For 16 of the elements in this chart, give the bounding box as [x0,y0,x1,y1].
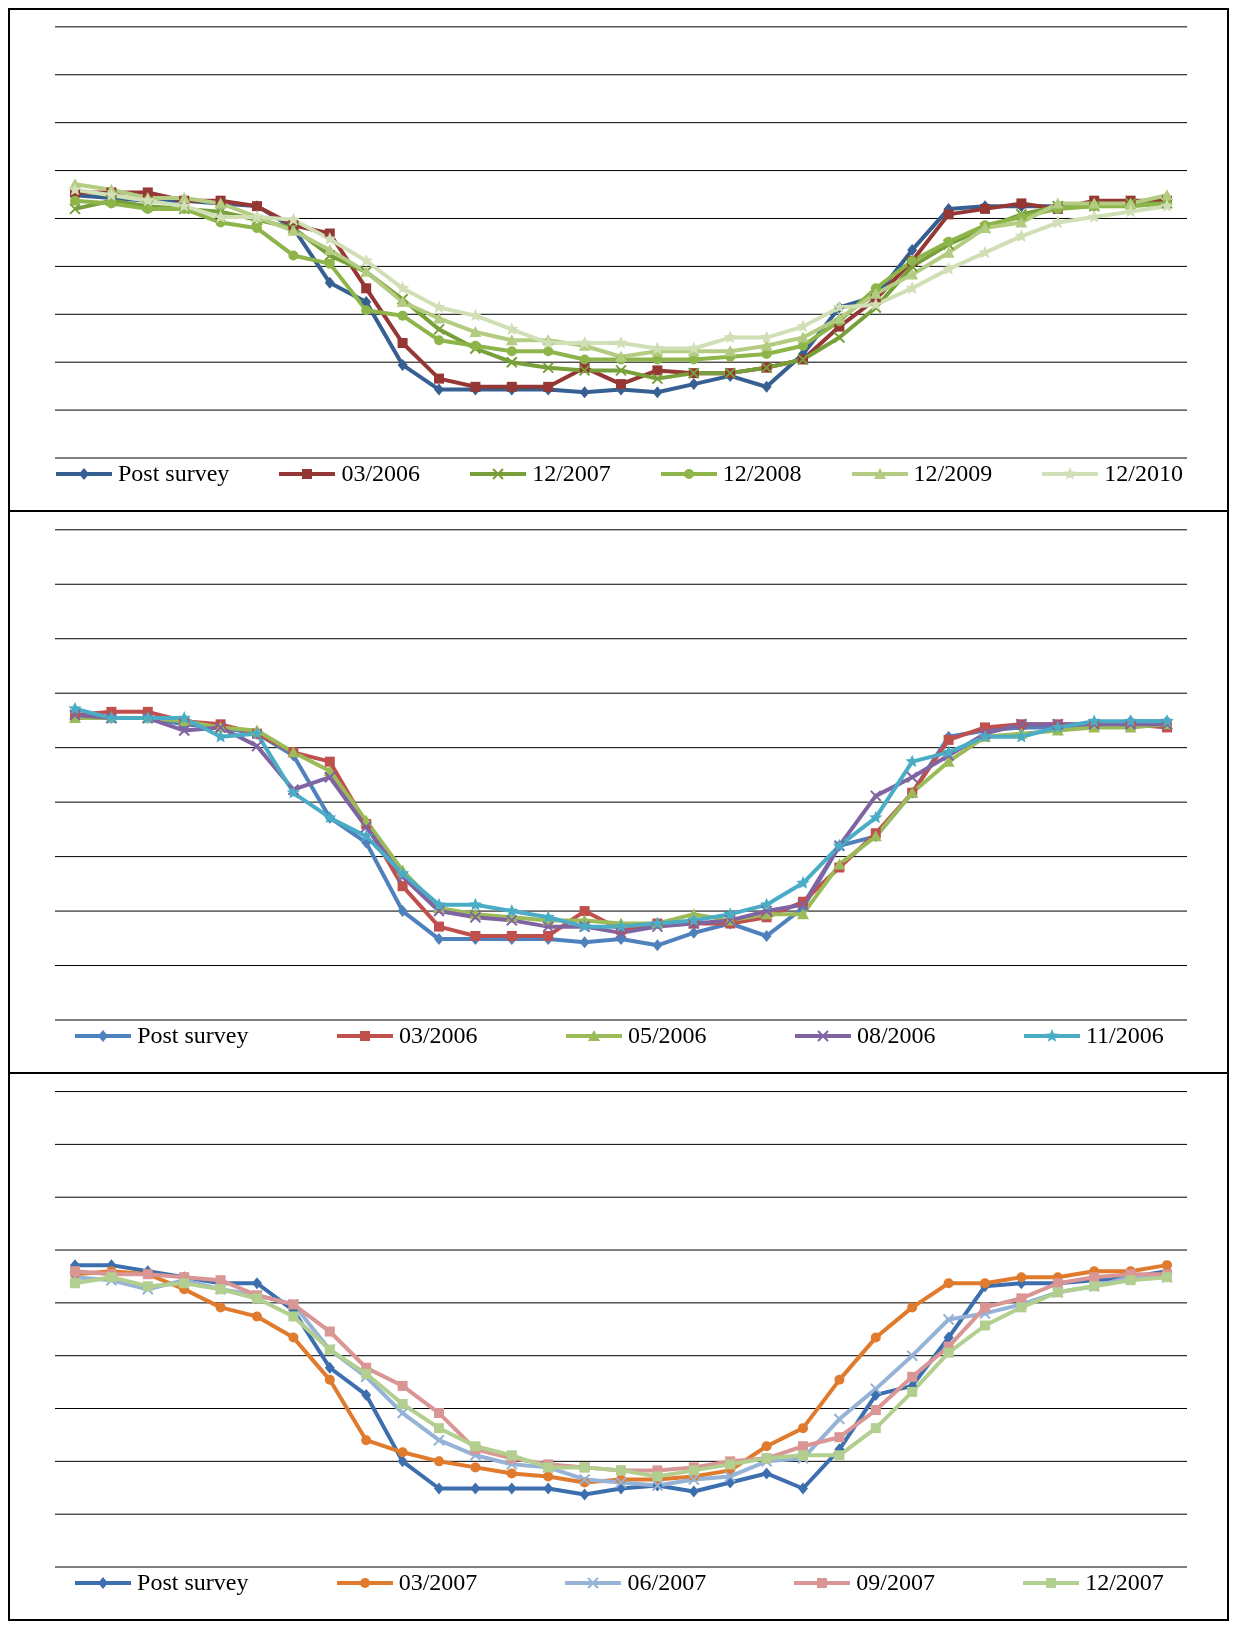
legend-label: 08/2006 [856,1022,936,1049]
legend-label: 03/2006 [398,1022,478,1049]
legend-label: 09/2007 [856,1569,936,1596]
legend-label: 11/2006 [1085,1022,1164,1049]
legend-label: 03/2006 [341,460,421,487]
legend-label: Post survey [118,460,230,487]
legend-label: 12/2009 [913,460,993,487]
legend-label: 03/2007 [398,1569,478,1596]
legend-label: 12/2007 [1085,1569,1164,1596]
legend-label: 12/2010 [1104,460,1183,487]
legend-label: 12/2007 [532,460,611,487]
legend-label: 05/2006 [627,1022,707,1049]
legend-label: 12/2008 [722,460,802,487]
legend-label: Post survey [137,1022,249,1049]
legend-label: Post survey [137,1569,249,1596]
legend-label: 06/2007 [627,1569,707,1596]
